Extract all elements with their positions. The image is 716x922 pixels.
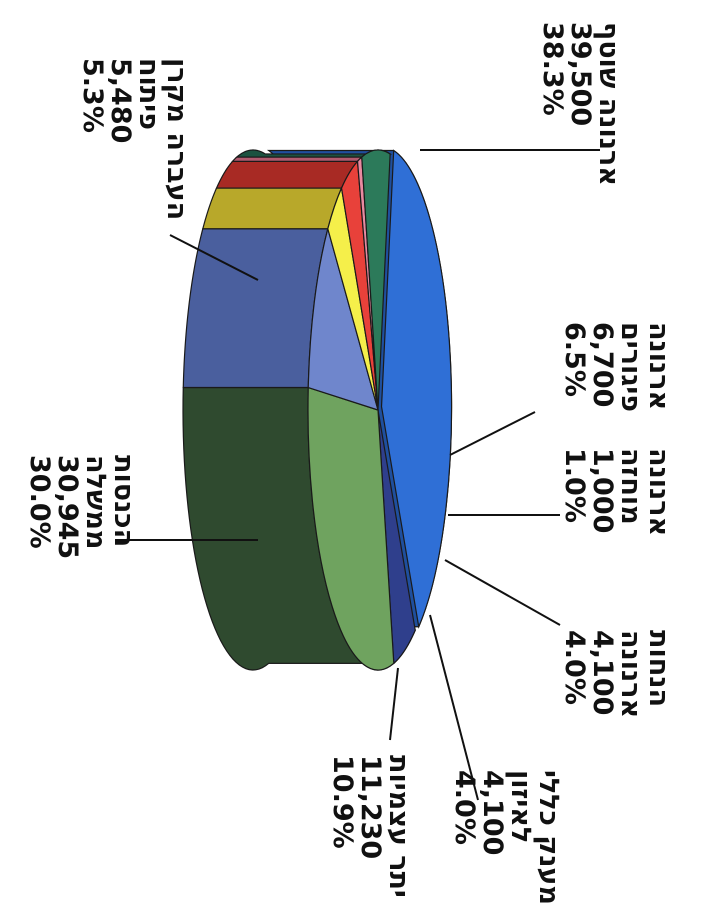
slice-name: העברה מקרן <box>161 58 192 220</box>
slice-value: 5,480 <box>105 58 136 143</box>
slice-value: 4,100 <box>587 630 618 715</box>
leader-lines <box>115 149 600 801</box>
slice-0 <box>380 149 453 629</box>
slice-name: לאיזון <box>505 770 536 843</box>
slice-value: 39,500 <box>565 22 596 126</box>
slice-3 <box>307 226 379 411</box>
leader-line-7 <box>449 411 536 456</box>
slice-percent: 4.0% <box>449 770 480 845</box>
slice-name: פיתוח <box>133 58 164 130</box>
slice-name: ממשלה <box>80 455 111 549</box>
slice-percent: 10.9% <box>327 755 358 849</box>
slice-name: ארנונה שוטף <box>593 22 624 186</box>
slice-name: מוחזה <box>615 448 646 525</box>
slice-value: 1,000 <box>587 448 618 533</box>
slice-side-4 <box>202 187 343 230</box>
slice-percent: 4.0% <box>559 630 590 705</box>
slice-name: ארנונה <box>643 448 674 536</box>
leader-line-5 <box>444 559 561 626</box>
slice-value: 4,100 <box>477 770 508 855</box>
slice-2 <box>307 386 395 671</box>
slice-percent: 6.5% <box>559 322 590 397</box>
slice-value: 6,700 <box>587 322 618 407</box>
slice-name: הכנסות <box>108 455 139 547</box>
slice-name: פיגורים <box>615 322 646 412</box>
slice-name: ארנונה <box>615 630 646 718</box>
slice-name: הנחות <box>643 630 674 707</box>
slice-percent: 30.0% <box>24 455 55 549</box>
pie-layer <box>182 149 453 671</box>
slice-name: מענק כללי <box>533 770 564 905</box>
slice-side-5 <box>215 160 359 189</box>
slice-value: 30,945 <box>52 455 83 559</box>
slice-side-6 <box>231 156 364 162</box>
slice-7 <box>361 149 391 411</box>
slice-percent: 1.0% <box>559 448 590 523</box>
slice-percent: 5.3% <box>77 58 108 133</box>
leader-line-3 <box>389 667 399 741</box>
slice-percent: 38.3% <box>537 22 568 116</box>
slice-name: יתר עצמיות <box>383 755 414 898</box>
slice-value: 11,230 <box>355 755 386 859</box>
slice-name: ארנונה <box>643 322 674 410</box>
leader-line-4 <box>429 614 479 801</box>
leader-line-1 <box>169 234 259 281</box>
